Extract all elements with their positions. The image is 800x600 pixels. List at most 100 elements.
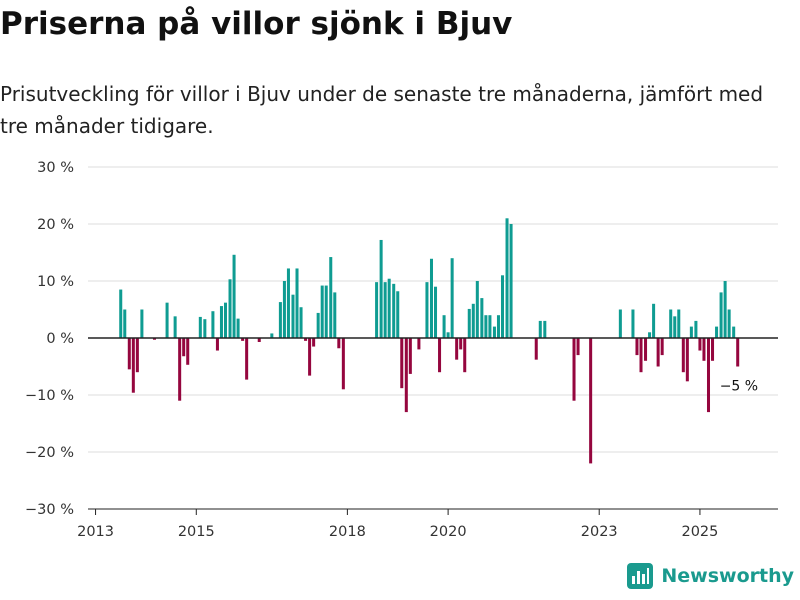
chart-title: Priserna på villor sjönk i Bjuv — [0, 6, 513, 42]
bar — [538, 320, 542, 338]
bar — [669, 309, 673, 338]
bar — [270, 333, 274, 338]
bar — [656, 338, 660, 367]
bar — [219, 306, 223, 338]
bar — [211, 311, 215, 338]
bar — [278, 302, 282, 338]
bar — [295, 268, 299, 338]
bar — [203, 319, 207, 338]
bar — [639, 338, 643, 373]
bar — [383, 282, 387, 338]
y-tick-label: 20 % — [37, 217, 74, 233]
bar — [140, 309, 144, 338]
y-tick-label: −30 % — [25, 502, 74, 518]
bar — [337, 338, 341, 349]
bar — [719, 292, 723, 338]
bars — [119, 218, 740, 464]
bar — [732, 326, 736, 338]
bar — [736, 338, 740, 367]
bar — [438, 338, 442, 373]
x-tick-label: 2015 — [178, 524, 215, 540]
bar — [341, 338, 345, 390]
bar — [182, 338, 186, 357]
bar — [400, 338, 404, 389]
bar — [455, 338, 459, 360]
bar — [471, 303, 475, 338]
bar — [408, 338, 412, 374]
bar — [446, 332, 450, 338]
y-tick-label: 0 % — [46, 331, 74, 347]
bar — [131, 338, 135, 393]
bar — [706, 338, 711, 413]
bar — [488, 315, 492, 338]
bar — [232, 254, 236, 338]
axes — [88, 337, 778, 515]
bar — [702, 338, 706, 361]
bar — [286, 268, 290, 338]
bar — [308, 338, 312, 376]
bar — [685, 338, 689, 382]
bar — [677, 309, 681, 338]
bar — [375, 282, 379, 338]
bar — [404, 338, 408, 413]
bar — [543, 320, 547, 338]
bar — [320, 285, 324, 338]
bar — [618, 309, 622, 338]
bar — [589, 338, 593, 464]
bar — [291, 294, 295, 338]
bar — [673, 316, 677, 338]
brand-logo[interactable]: Newsworthy — [627, 561, 794, 591]
bar — [463, 338, 467, 373]
bar — [723, 281, 727, 338]
bar — [223, 302, 228, 338]
bar — [241, 338, 245, 341]
bar — [715, 326, 719, 338]
bar — [135, 338, 139, 373]
bar — [312, 338, 316, 347]
bar — [119, 289, 123, 338]
bar — [417, 338, 421, 350]
bar-chart-logo-icon — [627, 563, 654, 589]
bar — [257, 338, 261, 342]
bar — [576, 338, 580, 356]
bar — [492, 326, 496, 338]
y-tick-label: −10 % — [25, 388, 74, 404]
bar — [387, 278, 391, 338]
bar — [228, 279, 232, 338]
bar — [635, 338, 639, 356]
x-tick-label: 2020 — [430, 524, 467, 540]
bar — [299, 307, 303, 338]
bar — [165, 302, 169, 338]
bar — [484, 315, 488, 338]
bar — [644, 338, 648, 361]
latest-value-annotation: −5 % — [720, 379, 758, 395]
bar — [698, 338, 702, 351]
bar — [304, 338, 308, 341]
bar — [572, 338, 576, 401]
bar — [425, 282, 429, 338]
bar — [727, 309, 731, 338]
bar — [694, 320, 698, 338]
bar — [631, 309, 635, 338]
bar — [396, 291, 400, 338]
bar — [681, 338, 685, 373]
bar — [652, 303, 656, 338]
bar — [467, 308, 471, 338]
bar — [534, 338, 538, 360]
bar — [459, 338, 463, 350]
bar — [442, 315, 446, 338]
bar — [711, 338, 715, 361]
bar — [123, 309, 127, 338]
x-tick-label: 2013 — [77, 524, 114, 540]
bar — [282, 281, 286, 338]
bar — [505, 218, 509, 338]
bar — [379, 239, 383, 338]
bar — [329, 257, 333, 338]
x-tick-label: 2025 — [681, 524, 718, 540]
brand-name: Newsworthy — [661, 565, 794, 587]
bar — [434, 286, 438, 338]
bar — [198, 316, 202, 338]
bar — [475, 281, 479, 338]
bar — [236, 318, 240, 338]
